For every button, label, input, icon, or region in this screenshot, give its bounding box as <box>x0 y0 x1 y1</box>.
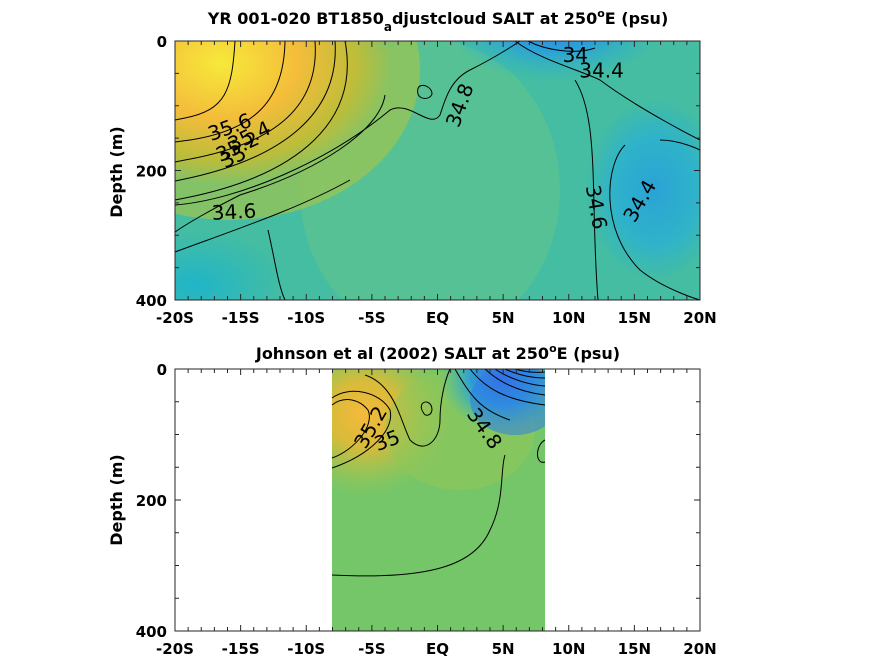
top-y-tick-label: 0 <box>157 33 167 51</box>
bottom-x-tick-label: 15N <box>618 640 651 656</box>
bottom-y-ticks: 0 200 400 <box>136 361 700 641</box>
bottom-x-tick-label: -5S <box>358 640 385 656</box>
top-x-tick-label: -10S <box>287 309 325 327</box>
bottom-title: Johnson et al (2002) SALT at 250oE (psu) <box>255 342 620 363</box>
bottom-y-tick-label: 200 <box>136 492 167 510</box>
top-y-tick-label: 400 <box>136 292 167 310</box>
bottom-x-tick-label: -20S <box>156 640 194 656</box>
top-y-tick-label: 200 <box>136 163 167 181</box>
top-title: YR 001-020 BT1850adjustcloud SALT at 250… <box>207 7 669 34</box>
top-x-ticks: -20S -15S -10S -5S EQ 5N 10N 15N 20N <box>156 41 717 327</box>
top-x-tick-label: -20S <box>156 309 194 327</box>
top-y-ticks: 0 200 400 <box>136 33 700 310</box>
bottom-contour-lines <box>331 368 546 577</box>
top-x-tick-label: 15N <box>618 309 651 327</box>
top-axes: -20S -15S -10S -5S EQ 5N 10N 15N 20N 0 200 400 <box>136 33 717 327</box>
bottom-y-tick-label: 400 <box>136 623 167 641</box>
bottom-x-tick-label: 10N <box>552 640 585 656</box>
top-contour-lines <box>174 40 701 301</box>
bottom-x-tick-label: -15S <box>222 640 260 656</box>
bottom-y-tick-label: 0 <box>157 361 167 379</box>
top-x-tick-label: 5N <box>492 309 515 327</box>
contour-label: 34 <box>563 43 588 67</box>
bottom-x-ticks: -20S -15S -10S -5S EQ 5N 10N 15N 20N <box>156 369 717 656</box>
bottom-x-tick-label: -10S <box>287 640 325 656</box>
bottom-x-tick-label: 5N <box>492 640 515 656</box>
top-x-tick-label: 10N <box>552 309 585 327</box>
bottom-x-tick-label: EQ <box>426 640 449 656</box>
bottom-axes: -20S -15S -10S -5S EQ 5N 10N 15N 20N 0 200 400 <box>136 361 717 656</box>
top-x-tick-label: EQ <box>426 309 449 327</box>
bottom-y-axis-label: Depth (m) <box>107 454 126 546</box>
top-x-tick-label: -15S <box>222 309 260 327</box>
top-x-tick-label: -5S <box>358 309 385 327</box>
contour-label: 34.6 <box>211 199 257 225</box>
bottom-panel: Johnson et al (2002) SALT at 250oE (psu)… <box>107 342 717 656</box>
top-y-axis-label: Depth (m) <box>107 126 126 218</box>
top-panel: YR 001-020 BT1850adjustcloud SALT at 250… <box>107 7 717 327</box>
top-x-tick-label: 20N <box>683 309 716 327</box>
bottom-x-tick-label: 20N <box>683 640 716 656</box>
contour-label: 34.4 <box>579 59 624 83</box>
bottom-colormap <box>332 369 545 631</box>
